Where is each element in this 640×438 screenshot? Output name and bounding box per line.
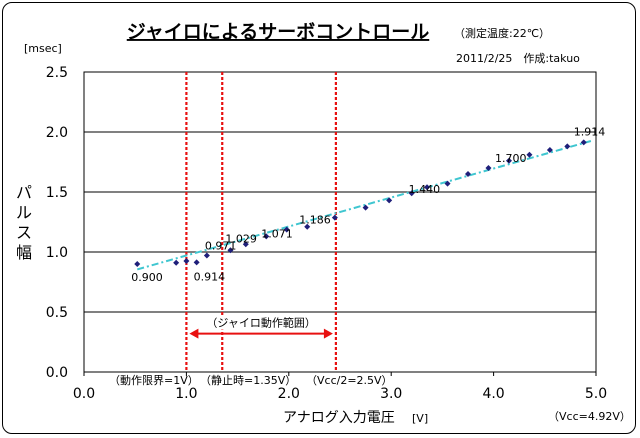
data-point [386,197,393,204]
chart-subtitle: （測定温度:22℃） [454,26,550,40]
range-label-bg [203,315,320,330]
data-point [408,190,415,197]
data-point [444,180,451,187]
x-tick-label: 1.0 [175,386,197,402]
data-point [304,223,311,230]
data-label: 1.914 [574,125,606,138]
x-axis-unit: [V] [412,412,428,425]
data-point [331,214,338,221]
data-point [283,226,290,233]
x-tick-label: 3.0 [380,386,402,402]
data-point [465,171,471,177]
y-unit-label: [msec] [24,42,62,55]
data-point [242,241,249,248]
data-label: 1.071 [261,227,293,240]
y-tick-label: 1.0 [46,245,68,261]
data-point [580,139,587,146]
data-point [134,261,141,267]
plot-area: 0.0 0.5 1.0 1.5 2.0 2.5 0.0 1.0 2.0 3.0 4.0 5.0 （動作限… [46,65,607,402]
data-point [203,252,210,259]
chart-title: ジャイロによるサーボコントロール [127,21,429,43]
y-tick-label: 2.5 [46,65,68,81]
y-axis-label-char: ス [16,223,32,242]
marker-label: （静止時=1.35V） [200,373,296,387]
data-label: 1.029 [225,233,257,246]
range-arrow-head [323,328,333,339]
data-point [263,233,270,240]
data-point [193,259,200,266]
y-axis-label: パ ル ス 幅 [16,183,32,262]
data-point [173,259,180,266]
data-point [227,247,234,254]
vcc-footnote: （Vcc=4.92V） [548,410,631,423]
marker-label: （Vcc/2=2.5V） [306,374,393,387]
y-tick-label: 1.5 [46,185,68,201]
data-point [564,143,571,150]
x-axis-label: アナログ入力電圧 [283,410,395,426]
y-axis-label-char: 幅 [16,243,32,262]
y-axis-label-char: パ [16,183,32,202]
date-author: 2011/2/25 作成:takuo [456,52,580,65]
data-point [485,165,492,171]
x-tick-label: 2.0 [278,386,300,402]
x-tick-label: 0.0 [73,386,95,402]
data-label: 1.186 [299,214,331,227]
range-arrow-head [189,328,199,339]
data-point [183,258,190,264]
data-point [546,147,553,153]
data-point [505,157,512,164]
data-label: 1.700 [495,152,526,165]
data-point [362,204,369,211]
data-point [526,151,533,158]
x-tick-label: 5.0 [585,386,607,402]
data-label: 0.914 [194,270,226,283]
range-label: （ジャイロ動作範囲） [206,316,315,330]
data-label: 0.971 [205,239,237,252]
marker-label: （動作限界=1V） [109,373,199,387]
data-label: 0.900 [131,271,163,284]
y-tick-label: 0.5 [46,305,68,321]
y-tick-label: 2.0 [46,125,68,141]
plot-border [83,71,597,373]
x-tick-label: 4.0 [482,386,504,402]
y-axis-label-char: ル [16,203,32,222]
data-label: 1.440 [409,183,441,196]
trend-line [136,140,592,271]
y-tick-label: 0.0 [46,365,68,381]
data-point [424,184,431,191]
